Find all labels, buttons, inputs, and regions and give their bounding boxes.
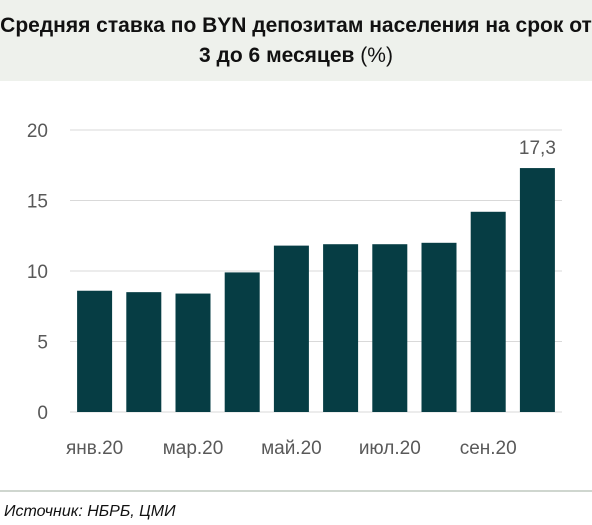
title-band [0, 0, 592, 81]
data-label: 17,3 [519, 138, 556, 159]
x-tick-label: мар.20 [163, 438, 224, 459]
source-note: Источник: НБРБ, ЦМИ [4, 503, 176, 520]
y-tick-label: 0 [37, 403, 48, 424]
bar-chart: 0 5 10 15 20 янв.20 мар.20 май.20 июл.20 сен.20 17… [27, 121, 562, 459]
bar [421, 242, 457, 412]
chart-area: 0 5 10 15 20 янв.20 мар.20 май.20 июл.20 сен.20 17… [0, 81, 592, 491]
x-tick-label: май.20 [261, 438, 322, 459]
bar [273, 245, 309, 412]
y-tick-label: 15 [27, 192, 48, 213]
bar [372, 244, 408, 412]
bar [126, 292, 162, 412]
x-tick-label: июл.20 [359, 438, 421, 459]
x-tick-label: янв.20 [66, 438, 123, 459]
chart-title-main: Средняя ставка по BYN депозитам населени… [0, 14, 592, 67]
chart-title-text: Средняя ставка по BYN депозитам населени… [0, 11, 592, 71]
divider [0, 490, 592, 492]
y-tick-label: 20 [27, 121, 48, 142]
bar [224, 272, 260, 412]
chart-title: Средняя ставка по BYN депозитам населени… [0, 11, 592, 71]
y-tick-label: 10 [27, 262, 48, 283]
chart-title-unit: (%) [360, 44, 393, 67]
bar [77, 290, 113, 412]
bar [175, 293, 211, 412]
y-tick-label: 5 [37, 333, 48, 354]
bar [470, 211, 506, 412]
bar [519, 168, 555, 412]
x-tick-label: сен.20 [460, 438, 517, 459]
bar [323, 244, 359, 412]
